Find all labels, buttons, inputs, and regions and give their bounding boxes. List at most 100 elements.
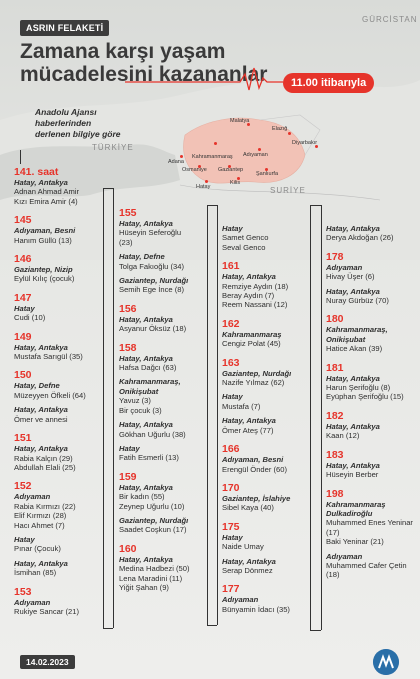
connector-line (207, 205, 217, 206)
category-badge: ASRIN FELAKETİ (20, 20, 110, 36)
location-label: Hatay, Antakya (326, 373, 380, 383)
survivor-name: Muhammed Cafer Çetin (18) (326, 560, 407, 580)
survivor-name: Rabia Kırmızı (22) (14, 501, 76, 511)
survivor-name: Eyüphan Şerifoğlu (15) (326, 392, 404, 402)
location-label: Gaziantep, Nizip (14, 265, 73, 275)
survivor-name: Tolga Fakıoğlu (34) (119, 261, 185, 271)
spacer (14, 472, 102, 477)
survivor-name: Remziye Aydın (18) (222, 281, 289, 291)
hour-label: 180 (326, 313, 344, 326)
spacer (119, 463, 205, 468)
country-label-turkey: TÜRKİYE (92, 143, 134, 152)
survivor-name: Serap Dönmez (222, 565, 273, 575)
hour-group: Hatay Samet Genco Seval Genco (222, 224, 308, 257)
survivor-name: Kızı Emira Amir (4) (14, 196, 78, 206)
survivor-name: Bir kadın (55) (119, 492, 165, 502)
hour-label: 175 (222, 520, 240, 533)
connector-line (207, 205, 208, 625)
city-dot (258, 148, 261, 151)
hour-group: 152 Adıyaman Rabia Kırmızı (22) Elif Kırmız… (14, 480, 102, 582)
hour-label: 178 (326, 250, 344, 263)
survivor-name: Nazife Yılmaz (62) (222, 378, 285, 388)
spacer (119, 592, 205, 597)
hour-group: 150 Hatay, Defne Müzeyyen Öfkeli (64) Hatay… (14, 369, 102, 429)
survivor-name: Hüseyin Berber (326, 470, 379, 480)
survivor-name: Sibel Kaya (40) (222, 503, 274, 513)
survivor-name: (23) (119, 237, 133, 247)
location-label: Hatay, Antakya (14, 444, 68, 454)
survivor-name: Saadet Coşkun (17) (119, 525, 187, 535)
location-label: Hatay, Antakya (119, 219, 173, 228)
connector-line (103, 188, 104, 628)
hour-group: 149 Hatay, Antakya Mustafa Sarıgül (35) (14, 331, 102, 367)
survivor-name: Eylül Kılıç (çocuk) (14, 274, 75, 284)
hour-label: 183 (326, 448, 344, 461)
spacer (222, 435, 308, 440)
hour-group: 158 Hatay, Antakya Hafsa Dağcı (63) Kahrama… (119, 342, 205, 468)
spacer (14, 284, 102, 289)
survivor-name: Baki Yeninar (21) (326, 537, 384, 547)
survivor-name: Elif Kırmızı (28) (14, 511, 67, 521)
spacer (119, 334, 205, 339)
hour-label: 159 (119, 470, 137, 483)
location-label: Hatay, Antakya (14, 405, 68, 415)
hour-group: 183 Hatay, Antakya Hüseyin Berber (326, 449, 416, 485)
survivor-name: Adnan Ahmad Amir (14, 187, 80, 197)
city-label-kahramanmaras: Kahramanmaraş (192, 154, 233, 160)
location-label: Hatay, Antakya (119, 482, 173, 492)
location-label: Adıyaman (14, 492, 51, 502)
hour-group: 163 Gaziantep, Nurdağı Nazife Yılmaz (62) H… (222, 357, 308, 440)
city-dot (315, 145, 318, 148)
publish-date: 14.02.2023 (20, 655, 75, 669)
survivor-name: Mustafa Sarıgül (35) (14, 352, 83, 362)
spacer (222, 349, 308, 354)
hour-label: 181 (326, 361, 344, 374)
city-dot (214, 142, 217, 145)
survivor-name: Muhammed Enes Yeninar (17) (326, 518, 413, 537)
survivor-name: Rukiye Sancar (21) (14, 606, 79, 616)
location-label: Hatay, Antakya (326, 224, 380, 233)
connector-line (310, 205, 321, 206)
hour-label: 145 (14, 214, 32, 227)
hour-group: 159 Hatay, Antakya Bir kadın (55) Zeynep Uğ… (119, 471, 205, 540)
hour-group: 146 Gaziantep, Nizip Eylül Kılıç (çocuk) (14, 253, 102, 289)
location-label: Adıyaman (14, 597, 51, 607)
city-label-osmaniye: Osmaniye (182, 167, 207, 173)
location-label: Hatay, Antakya (326, 460, 380, 470)
hour-label: 198 (326, 487, 344, 500)
hour-group: 180 Kahramanmaraş, Onikişubat Hatice Akan … (326, 313, 416, 358)
location-label: Hatay, Antakya (326, 286, 380, 296)
spacer (222, 575, 308, 580)
hour-label: 147 (14, 291, 32, 304)
spacer (14, 323, 102, 328)
timeline-column-2: 155 Hatay, Antakya Hüseyin Seferoğlu (23) Ha… (119, 204, 205, 597)
hour-group: 147 Hatay Cudi (10) (14, 292, 102, 328)
survivor-name: Asyanur Öksüz (18) (119, 324, 187, 334)
spacer (326, 354, 416, 359)
hour-label: 182 (326, 409, 344, 422)
survivor-name: Kaan (12) (326, 431, 360, 441)
location-label: Hatay (222, 532, 243, 542)
hour-group: 177 Adıyaman Bünyamin İdacı (35) (222, 583, 308, 619)
location-label: Hatay, Antakya (119, 353, 173, 363)
region-map (0, 79, 420, 260)
survivor-name: Fatih Esmerli (13) (119, 453, 179, 463)
city-dot (247, 123, 250, 126)
city-label-diyarbakir: Diyarbakır (292, 140, 318, 146)
survivor-name: Nuray Gürbüz (70) (326, 296, 389, 306)
hour-label: 161 (222, 260, 240, 273)
hour-group: 181 Hatay, Antakya Harun Şerifoğlu (8) Eyüp… (326, 362, 416, 407)
survivor-name: Seval Genco (222, 242, 266, 252)
survivor-name: Naide Umay (222, 542, 264, 552)
hour-label: 141. saat (14, 166, 59, 178)
hour-label: 153 (14, 585, 32, 598)
location-label: Kahramanmaraş, Onikişubat (119, 377, 181, 396)
connector-line (321, 205, 322, 630)
location-label: Hatay, Antakya (222, 556, 276, 566)
location-label: Kahramanmaraş Dulkadiroğlu (326, 499, 386, 518)
page-title: Zamana karşı yaşam mücadelesini kazananl… (20, 40, 268, 86)
hour-label: 170 (222, 481, 240, 494)
city-label-kilis: Kilis (230, 180, 241, 186)
city-dot (228, 165, 231, 168)
